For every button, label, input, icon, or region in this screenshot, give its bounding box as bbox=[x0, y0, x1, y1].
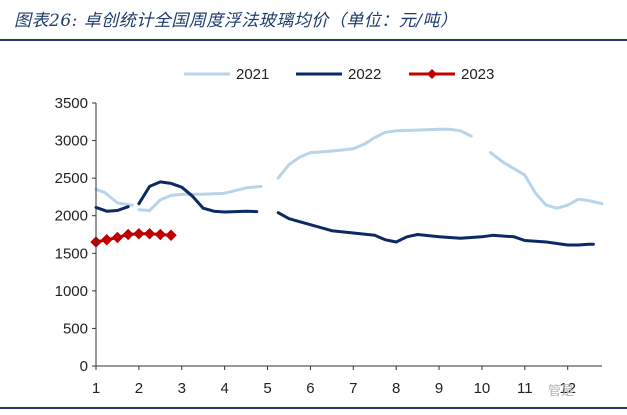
series-2023 bbox=[90, 228, 177, 248]
series-line-2022 bbox=[276, 211, 595, 247]
y-tick-label: 3500 bbox=[55, 95, 88, 112]
y-tick-label: 500 bbox=[63, 320, 88, 337]
legend-label: 2023 bbox=[461, 66, 494, 83]
data-point bbox=[133, 228, 145, 240]
series-line-2021 bbox=[137, 184, 263, 212]
x-tick-label: 9 bbox=[435, 380, 443, 397]
legend-label: 2021 bbox=[236, 66, 269, 83]
watermark: 管是 bbox=[548, 384, 575, 399]
data-point bbox=[165, 229, 177, 241]
figure-title: 图表26: 卓创统计全国周度浮法玻璃均价（单位：元/吨） bbox=[14, 11, 458, 31]
x-tick-label: 8 bbox=[392, 380, 400, 397]
x-tick-label: 3 bbox=[178, 380, 186, 397]
x-tick-label: 5 bbox=[263, 380, 271, 397]
legend-item-2023: 2023 bbox=[409, 66, 494, 83]
x-tick-label: 12 bbox=[559, 380, 576, 397]
title-rule bbox=[0, 39, 627, 41]
legend-item-2021: 2021 bbox=[184, 66, 269, 83]
x-tick-label: 1 bbox=[92, 380, 100, 397]
y-tick-label: 1500 bbox=[55, 245, 88, 262]
series-line-2022 bbox=[94, 205, 130, 213]
x-tick-label: 6 bbox=[306, 380, 314, 397]
legend-item-2022: 2022 bbox=[296, 66, 381, 83]
y-tick-label: 2000 bbox=[55, 208, 88, 225]
y-tick-label: 3000 bbox=[55, 133, 88, 150]
series-2022 bbox=[94, 180, 595, 247]
x-tick-label: 11 bbox=[517, 380, 533, 397]
legend: 2021 2022 2023 bbox=[184, 66, 494, 83]
data-point bbox=[101, 234, 113, 246]
y-tick-label: 1000 bbox=[55, 283, 88, 300]
x-tick-label: 10 bbox=[474, 380, 491, 397]
data-point bbox=[143, 228, 156, 240]
bottom-rule bbox=[0, 407, 627, 409]
series-2021 bbox=[94, 127, 604, 212]
data-point bbox=[122, 228, 134, 241]
data-point bbox=[111, 231, 124, 244]
series-layer bbox=[90, 127, 604, 248]
series-line-2021 bbox=[276, 127, 473, 180]
series-line-2022 bbox=[137, 180, 259, 214]
x-tick-label: 7 bbox=[349, 380, 357, 397]
y-tick-label: 2500 bbox=[55, 170, 88, 187]
x-tick-label: 4 bbox=[220, 380, 228, 397]
legend-label: 2022 bbox=[348, 66, 381, 83]
series-line-2021 bbox=[489, 151, 604, 210]
series-line-2021 bbox=[94, 187, 134, 207]
x-tick-label: 2 bbox=[135, 380, 143, 397]
y-tick-label: 0 bbox=[80, 358, 88, 375]
legend-marker bbox=[427, 69, 437, 79]
data-point bbox=[154, 228, 167, 241]
